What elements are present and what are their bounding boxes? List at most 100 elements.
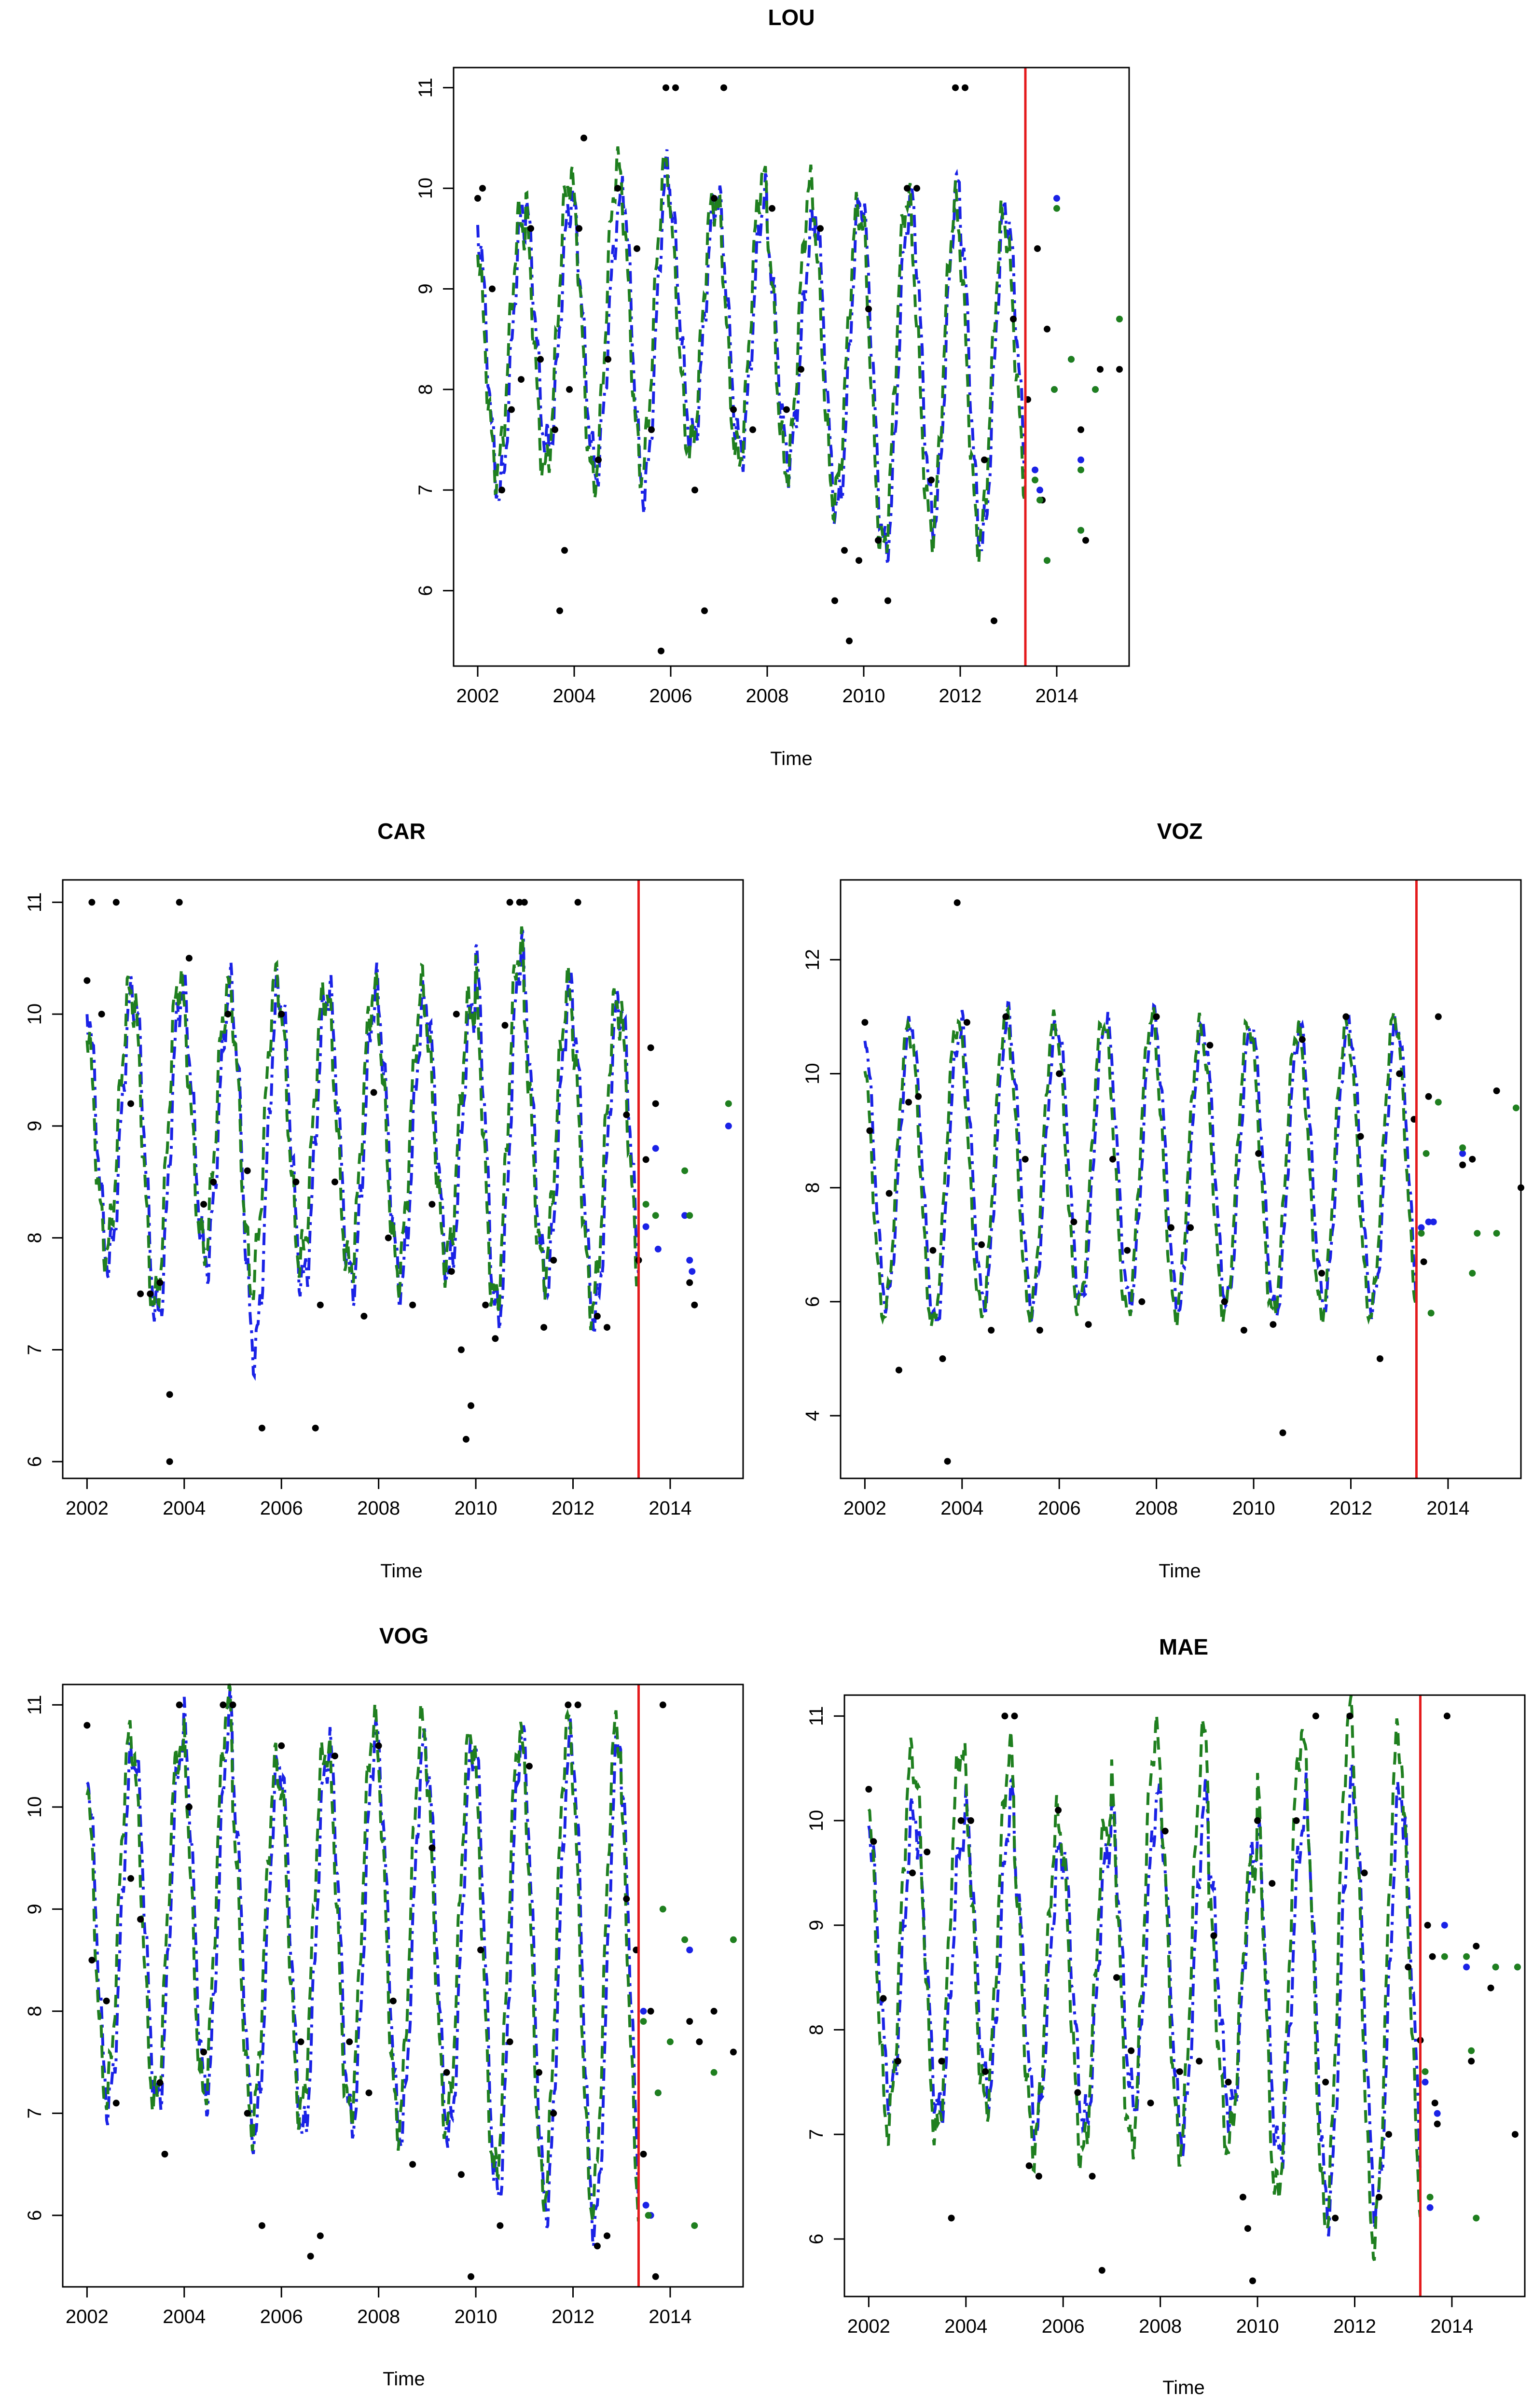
- x-axis-label-vog: Time: [383, 2368, 425, 2390]
- forecast-point-car-blue: [689, 1268, 696, 1275]
- observed-point-car: [176, 899, 183, 906]
- x-axis-label-car: Time: [380, 1560, 422, 1582]
- observed-point-car: [244, 1167, 251, 1174]
- observed-point-voz: [963, 1019, 970, 1026]
- observed-point-vog: [457, 2171, 465, 2178]
- observed-point-vog: [161, 2151, 168, 2157]
- panel-voz: VOZ Time 2002 2004 2006 2008 2010 2012 2014 4 6 8…: [802, 819, 1524, 1582]
- x-tick-label-car: 2008: [357, 1498, 400, 1519]
- observed-point-voz: [1420, 1258, 1427, 1266]
- y-tick-label-voz: 10: [802, 1063, 823, 1085]
- forecast-point-vog-blue: [642, 2201, 649, 2209]
- forecast-point-lou-green: [1077, 466, 1084, 473]
- observed-point-voz: [1318, 1269, 1326, 1277]
- observed-point-vog: [686, 2018, 693, 2025]
- observed-point-mae: [1239, 2194, 1246, 2201]
- observed-point-vog: [525, 1763, 533, 1770]
- observed-point-vog: [565, 1701, 572, 1709]
- x-tick-label-car: 2012: [552, 1498, 594, 1519]
- observed-point-mae: [1487, 1984, 1494, 1991]
- forecast-point-voz-blue: [1459, 1150, 1466, 1157]
- observed-point-voz: [978, 1241, 985, 1248]
- observed-point-car: [501, 1022, 509, 1029]
- forecast-point-lou-green: [1077, 527, 1084, 534]
- forecast-point-voz-green: [1469, 1269, 1476, 1277]
- observed-point-lou: [580, 134, 587, 141]
- observed-point-voz: [885, 1190, 893, 1197]
- observed-point-lou: [846, 637, 853, 644]
- forecast-point-car-green: [652, 1212, 659, 1219]
- observed-point-voz: [1270, 1321, 1277, 1328]
- forecast-point-lou-green: [1053, 205, 1060, 212]
- observed-point-mae: [1176, 2068, 1183, 2075]
- observed-point-lou: [1044, 325, 1050, 333]
- observed-point-vog: [574, 1701, 581, 1709]
- observed-point-voz: [1357, 1133, 1364, 1140]
- forecast-point-vog-green: [681, 1936, 689, 1943]
- forecast-point-vog-green: [640, 2018, 647, 2025]
- x-tick-label-vog: 2004: [163, 2306, 206, 2327]
- forecast-point-mae-green: [1422, 2068, 1429, 2075]
- y-tick-label-vog: 7: [24, 2108, 45, 2118]
- observed-point-lou: [556, 607, 563, 614]
- observed-point-mae: [1405, 1963, 1412, 1971]
- observed-point-vog: [220, 1701, 227, 1709]
- forecast-point-vog-green: [659, 1906, 666, 1913]
- observed-point-lou: [913, 185, 920, 192]
- observed-point-vog: [331, 1753, 338, 1760]
- observed-point-voz: [1396, 1070, 1403, 1077]
- observed-point-voz: [895, 1366, 902, 1374]
- observed-point-lou: [663, 84, 669, 91]
- observed-point-mae: [1161, 1827, 1169, 1835]
- observed-point-mae: [1025, 2162, 1033, 2170]
- observed-point-voz: [1255, 1150, 1262, 1157]
- observed-point-voz: [1425, 1093, 1432, 1100]
- observed-point-voz: [929, 1247, 937, 1254]
- observed-point-vog: [346, 2038, 353, 2046]
- forecast-point-voz-green: [1427, 1309, 1435, 1317]
- y-tick-label-car: 10: [24, 1003, 45, 1025]
- observed-point-vog: [258, 2222, 265, 2229]
- observed-point-voz: [1002, 1013, 1009, 1020]
- observed-point-mae: [1098, 2267, 1105, 2274]
- observed-point-mae: [1511, 2131, 1519, 2138]
- observed-point-vog: [409, 2161, 416, 2168]
- observed-point-lou: [691, 487, 698, 494]
- observed-point-vog: [710, 2007, 718, 2015]
- observed-point-mae: [1035, 2172, 1042, 2180]
- x-tick-label-lou: 2012: [939, 685, 982, 707]
- y-tick-label-car: 7: [24, 1344, 45, 1355]
- series-line-vog-green: [85, 1683, 640, 2223]
- observed-point-lou: [595, 456, 602, 463]
- observed-point-voz: [1109, 1155, 1116, 1163]
- observed-point-lou: [875, 537, 882, 544]
- observed-point-voz: [1167, 1224, 1174, 1231]
- observed-point-vog: [375, 1742, 382, 1749]
- y-tick-label-mae: 6: [806, 2234, 827, 2244]
- observed-point-car: [521, 899, 528, 906]
- x-axis-label-mae: Time: [1162, 2377, 1204, 2398]
- forecast-point-voz-green: [1418, 1230, 1425, 1237]
- observed-point-vog: [594, 2242, 601, 2250]
- forecast-point-mae-green: [1463, 1953, 1470, 1960]
- forecast-point-mae-blue: [1426, 2204, 1434, 2211]
- y-tick-label-car: 9: [24, 1121, 45, 1131]
- x-tick-label-voz: 2008: [1135, 1498, 1178, 1519]
- forecast-point-voz-blue: [1418, 1224, 1425, 1231]
- y-tick-label-car: 8: [24, 1233, 45, 1243]
- y-tick-label-lou: 6: [415, 585, 436, 596]
- observed-point-car: [185, 955, 193, 962]
- y-tick-label-vog: 11: [24, 1695, 45, 1715]
- observed-point-voz: [905, 1099, 912, 1106]
- x-tick-label-car: 2002: [66, 1498, 109, 1519]
- observed-point-voz: [1070, 1218, 1077, 1225]
- forecast-point-car-green: [681, 1167, 689, 1174]
- observed-point-mae: [957, 1817, 965, 1824]
- observed-point-lou: [1077, 426, 1084, 433]
- observed-point-lou: [479, 185, 486, 192]
- observed-point-car: [156, 1279, 164, 1286]
- observed-point-vog: [652, 2273, 659, 2280]
